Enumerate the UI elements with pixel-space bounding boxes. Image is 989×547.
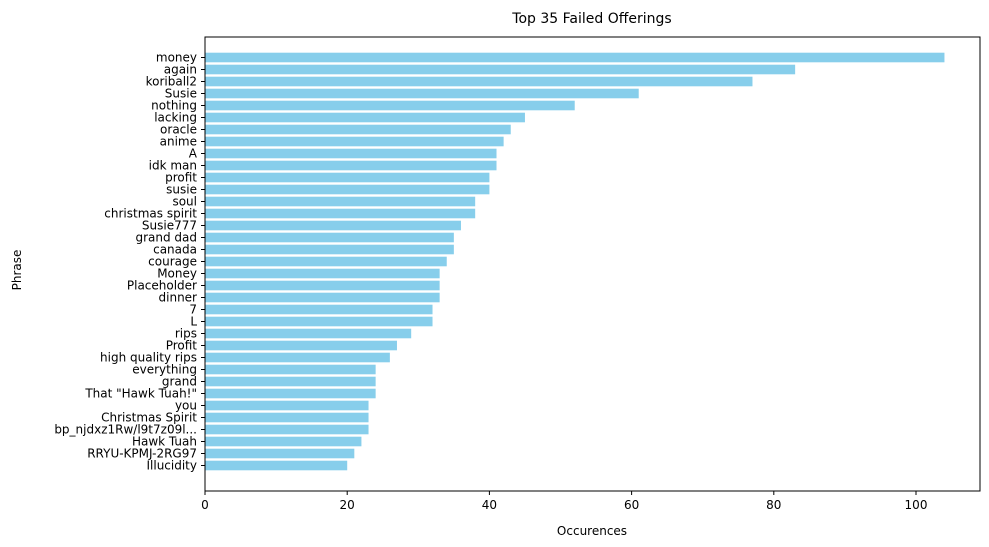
y-tick-label: courage [148, 255, 197, 269]
chart-title: Top 35 Failed Offerings [511, 11, 671, 27]
x-tick-label: 80 [766, 498, 781, 512]
y-tick-label: money [156, 51, 197, 65]
bar [205, 64, 796, 75]
y-tick-label: soul [172, 195, 197, 209]
y-tick-label: grand [162, 375, 197, 389]
bar [205, 412, 369, 423]
y-tick-label: susie [166, 183, 197, 197]
y-tick-label: Money [157, 267, 197, 281]
x-tick-label: 60 [624, 498, 639, 512]
x-tick-label: 40 [482, 498, 497, 512]
bar [205, 148, 497, 159]
y-tick-label: grand dad [135, 231, 197, 245]
bar [205, 460, 348, 471]
y-tick-label: Susie [165, 87, 197, 101]
bar [205, 304, 433, 315]
bar [205, 328, 412, 339]
y-tick-label: you [175, 399, 197, 413]
y-tick-label: rips [175, 327, 197, 341]
bar [205, 436, 362, 447]
y-tick-label: christmas spirit [104, 207, 197, 221]
bar [205, 184, 490, 195]
y-axis-title: Phrase [10, 250, 24, 291]
y-tick-label: idk man [149, 159, 197, 173]
bar [205, 76, 753, 87]
x-axis-ticks: 0 20 40 60 80 100 [201, 491, 927, 512]
bar [205, 112, 525, 123]
y-tick-label: canada [153, 243, 197, 257]
y-tick-label: high quality rips [100, 351, 197, 365]
x-tick-label: 0 [201, 498, 209, 512]
bar [205, 256, 447, 267]
bar [205, 160, 497, 171]
bar [205, 316, 433, 327]
bar [205, 124, 511, 135]
bar [205, 280, 440, 291]
y-tick-label: again [164, 63, 197, 77]
bar [205, 208, 476, 219]
y-tick-label: anime [160, 135, 197, 149]
y-axis-ticks: moneyagainkoriball2Susienothinglackingor… [54, 51, 205, 473]
bar [205, 388, 376, 399]
bar [205, 364, 376, 375]
bar [205, 340, 397, 351]
y-tick-label: Profit [166, 339, 198, 353]
bar [205, 136, 504, 147]
bar [205, 268, 440, 279]
bar [205, 376, 376, 387]
bar [205, 352, 390, 363]
bar [205, 172, 490, 183]
x-tick-label: 20 [340, 498, 355, 512]
bar [205, 100, 575, 111]
y-tick-label: dinner [159, 291, 198, 305]
bars-group [205, 52, 945, 471]
y-tick-label: Susie777 [142, 219, 197, 233]
bar [205, 220, 461, 231]
y-tick-label: everything [132, 363, 197, 377]
y-tick-label: L [190, 315, 197, 329]
y-tick-label: profit [165, 171, 197, 185]
y-tick-label: koriball2 [146, 75, 197, 89]
y-tick-label: Illucidity [146, 459, 197, 473]
y-tick-label: Christmas Spirit [101, 411, 197, 425]
y-tick-label: 7 [189, 303, 197, 317]
bar [205, 424, 369, 435]
y-tick-label: lacking [154, 111, 197, 125]
bar [205, 244, 454, 255]
y-tick-label: That "Hawk Tuah!" [84, 387, 197, 401]
y-tick-label: A [189, 147, 198, 161]
plot-frame [204, 36, 981, 492]
y-tick-label: Placeholder [127, 279, 197, 293]
bar [205, 232, 454, 243]
bar [205, 292, 440, 303]
bar [205, 448, 355, 459]
y-tick-label: nothing [151, 99, 197, 113]
bar [205, 400, 369, 411]
x-tick-label: 100 [905, 498, 928, 512]
bar [205, 52, 945, 63]
bar [205, 196, 476, 207]
y-tick-label: bp_njdxz1Rw/l9t7z09l... [54, 423, 197, 437]
x-axis-title: Occurences [557, 524, 627, 538]
bar [205, 88, 639, 99]
y-tick-label: oracle [160, 123, 197, 137]
y-tick-label: Hawk Tuah [132, 435, 197, 449]
y-tick-label: RRYU-KPMJ-2RG97 [87, 447, 197, 461]
